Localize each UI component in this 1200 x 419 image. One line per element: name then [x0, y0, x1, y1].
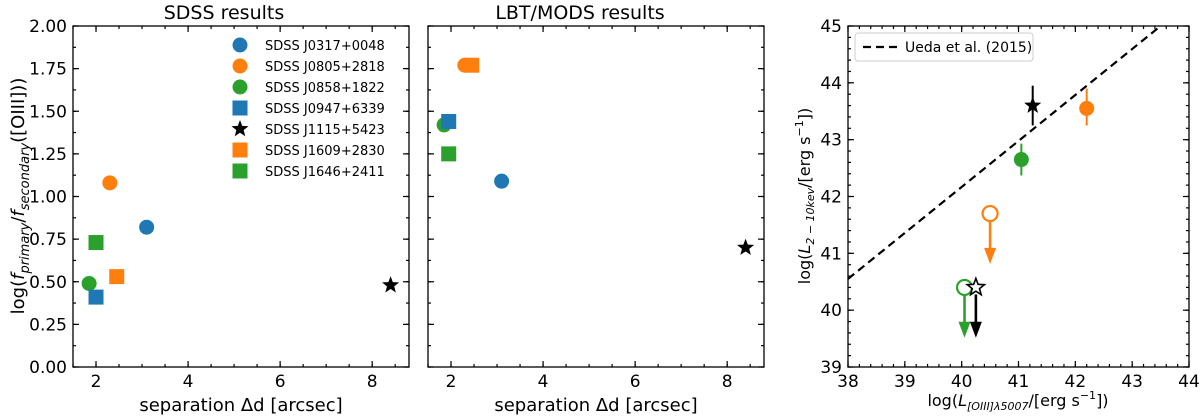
x-tick-label: 6 — [630, 372, 641, 392]
y-tick-label: 1.50 — [29, 102, 67, 122]
legend-sdss-j1115+5423-star-marker — [231, 120, 249, 137]
x-tick-label: 43 — [1121, 372, 1143, 392]
sdss-j1115+5423-star-marker — [737, 238, 755, 255]
upper-limit-arrow-head — [969, 321, 982, 338]
x-axis-label: separation Δd [arcsec] — [494, 395, 697, 415]
sdss-j1609+2830-square-marker — [109, 269, 125, 285]
legend-frame — [854, 32, 1034, 62]
x-tick-label: 4 — [183, 372, 194, 392]
y-tick-label: 42 — [820, 188, 842, 208]
plot-frame — [427, 25, 765, 368]
y-tick-label: 40 — [820, 301, 842, 321]
x-tick-label: 44 — [1178, 372, 1200, 392]
x-tick-label: 39 — [894, 372, 916, 392]
sdss-j0317+0048-circle-marker — [139, 219, 155, 235]
y-tick-label: 0.25 — [29, 315, 67, 335]
y-axis-label: log(L2 − 10kev/[erg s−1]) — [793, 108, 817, 284]
sdss-j1646+2411-square-marker — [88, 235, 104, 251]
legend-sdss-j1646+2411-square-marker — [232, 163, 248, 179]
y-tick-label: 1.75 — [29, 60, 67, 80]
sdss-j0317+0048-circle-marker — [494, 173, 510, 189]
y-tick-label: 43 — [820, 131, 842, 151]
legend-label: SDSS J0805+2818 — [265, 60, 385, 75]
y-tick-label: 1.25 — [29, 145, 67, 165]
x-tick-label: 4 — [538, 372, 549, 392]
y-tick-label: 1.00 — [29, 188, 67, 208]
y-tick-label: 0.75 — [29, 230, 67, 250]
x-axis-label: log(L[OIII]λ5007/[erg s−1]) — [927, 389, 1108, 413]
plot-frame — [847, 25, 1190, 368]
sdss-j0805+2818-circle-marker — [981, 204, 999, 223]
x-tick-label: 42 — [1065, 372, 1087, 392]
x-tick-label: 6 — [275, 372, 286, 392]
panel-title: SDSS results — [164, 2, 285, 24]
y-tick-label: 39 — [820, 358, 842, 378]
x-tick-label: 41 — [1008, 372, 1030, 392]
legend-label: SDSS J0947+6339 — [265, 102, 385, 117]
legend-label: SDSS J1609+2830 — [265, 144, 385, 159]
legend-sdss-j0317+0048-circle-marker — [232, 37, 248, 53]
plot-frame — [72, 25, 410, 368]
y-tick-label: 45 — [820, 17, 842, 37]
sdss-j0947+6339-square-marker — [441, 113, 457, 129]
legend-label: SDSS J1646+2411 — [265, 165, 385, 180]
panel-lbt-mods: LBT/MODS results 2 4 6 8 separation Δd [arc… — [427, 2, 765, 416]
y-tick-label: 2.00 — [29, 17, 67, 37]
legend-label: SDSS J0858+1822 — [265, 81, 385, 96]
y-tick-label: 44 — [820, 74, 842, 94]
y-tick-label: 0.00 — [29, 358, 67, 378]
y-tick-label: 0.50 — [29, 273, 67, 293]
sdss-j1115+5423-star-marker — [1024, 96, 1042, 113]
upper-limit-arrow-head — [958, 321, 971, 338]
panel-sdss: SDSS results 2 4 6 8 0.00 0.25 0.50 0.75 1.00 1.2… — [8, 2, 410, 416]
legend: Ueda et al. (2015) — [854, 32, 1034, 62]
sdss-j1115+5423-star-marker — [965, 276, 987, 297]
upper-limit-arrow-head — [984, 247, 997, 264]
sdss-j0805+2818-circle-marker — [1079, 100, 1095, 116]
legend-sdss-j1609+2830-square-marker — [232, 142, 248, 158]
ueda-relation-line — [847, 25, 1162, 280]
sdss-j1646+2411-square-marker — [441, 146, 457, 162]
x-axis-label: separation Δd [arcsec] — [139, 395, 342, 415]
sdss-j0947+6339-square-marker — [88, 289, 104, 305]
sdss-j0858+1822-circle-marker — [1013, 152, 1029, 168]
x-tick-label: 2 — [446, 372, 457, 392]
legend-sdss-j0858+1822-circle-marker — [232, 79, 248, 95]
x-tick-label: 40 — [951, 372, 973, 392]
y-axis-label: log(fprimary/fsecondary([OIII])) — [8, 78, 33, 315]
legend-label: Ueda et al. (2015) — [905, 40, 1032, 56]
x-tick-label: 2 — [91, 372, 102, 392]
legend-label: SDSS J0317+0048 — [265, 39, 385, 54]
legend-sdss-j0947+6339-square-marker — [232, 100, 248, 116]
sdss-j0805+2818-circle-marker — [102, 175, 118, 191]
x-tick-label: 8 — [722, 372, 733, 392]
legend-label: SDSS J1115+5423 — [265, 123, 385, 138]
sdss-j1115+5423-star-marker — [382, 276, 400, 293]
legend: SDSS J0317+0048 SDSS J0805+2818 SDSS J0858… — [231, 37, 385, 180]
sdss-j1609+2830-square-marker — [464, 57, 480, 73]
legend-sdss-j0805+2818-circle-marker — [232, 58, 248, 74]
y-tick-label: 41 — [820, 244, 842, 264]
panel-title: LBT/MODS results — [495, 2, 664, 24]
x-tick-label: 8 — [367, 372, 378, 392]
x-tick-label: 38 — [837, 372, 859, 392]
sdss-j0858+1822-circle-marker — [81, 275, 97, 291]
